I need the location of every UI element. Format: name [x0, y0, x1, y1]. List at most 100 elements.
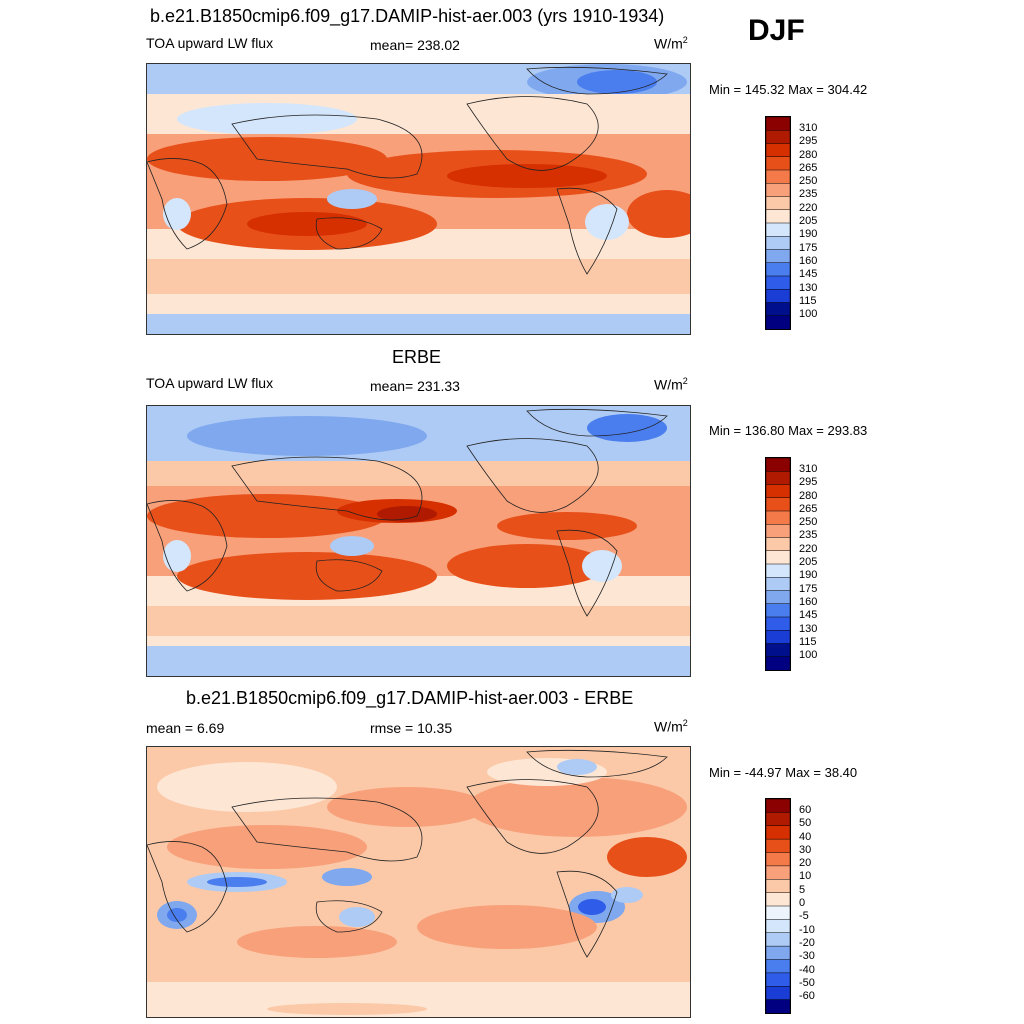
colorbar-tick: 60	[799, 804, 812, 816]
colorbar-tick: 265	[799, 503, 818, 515]
colorbar-swatch	[765, 577, 791, 592]
panel1-title: b.e21.B1850cmip6.f09_g17.DAMIP-hist-aer.…	[150, 6, 665, 26]
colorbar-swatch	[765, 972, 791, 988]
colorbar-swatch	[765, 183, 791, 198]
colorbar-swatch	[765, 550, 791, 565]
panel1-mean-label: mean= 238.02	[370, 37, 460, 53]
colorbar-swatch	[765, 289, 791, 304]
colorbar-swatch	[765, 603, 791, 618]
colorbar-tick: 310	[799, 463, 818, 475]
colorbar-swatch	[765, 510, 791, 525]
colorbar-swatch	[765, 999, 791, 1014]
colorbar-swatch	[765, 196, 791, 211]
colorbar-tick: 205	[799, 556, 818, 568]
colorbar-tick: 145	[799, 268, 818, 280]
colorbar-tick: 100	[799, 649, 818, 661]
season-label: DJF	[748, 14, 805, 47]
colorbar-tick: -50	[799, 977, 815, 989]
colorbar-swatch	[765, 275, 791, 290]
colorbar-swatch	[765, 812, 791, 827]
colorbar-swatch	[765, 457, 791, 472]
colorbar-tick: 40	[799, 831, 812, 843]
colorbar-tick: 310	[799, 122, 818, 134]
colorbar-swatch	[765, 249, 791, 264]
panel1-colorbar	[765, 116, 791, 330]
colorbar-swatch	[765, 222, 791, 237]
colorbar-swatch	[765, 236, 791, 251]
colorbar-tick: -5	[799, 910, 809, 922]
panel2-map	[146, 405, 691, 677]
colorbar-swatch	[765, 156, 791, 171]
colorbar-swatch	[765, 838, 791, 854]
colorbar-tick: 175	[799, 583, 818, 595]
panel3-colorbar	[765, 798, 791, 1014]
colorbar-tick: 235	[799, 529, 818, 541]
colorbar-swatch	[765, 616, 791, 631]
panel3-mean-label: mean = 6.69	[146, 720, 225, 736]
colorbar-swatch	[765, 879, 791, 894]
colorbar-tick: 20	[799, 857, 812, 869]
colorbar-tick: -60	[799, 990, 815, 1002]
panel2-colorbar	[765, 457, 791, 671]
colorbar-tick: 295	[799, 476, 818, 488]
colorbar-tick: 280	[799, 149, 818, 161]
colorbar-swatch	[765, 563, 791, 578]
colorbar-tick: 50	[799, 817, 812, 829]
panel2-minmax: Min = 136.80 Max = 293.83	[709, 423, 868, 438]
colorbar-tick: 115	[799, 295, 817, 307]
panel2-units: W/m2	[654, 376, 688, 393]
colorbar-tick: 220	[799, 202, 818, 214]
colorbar-swatch	[765, 130, 791, 145]
panel1-minmax: Min = 145.32 Max = 304.42	[709, 82, 868, 97]
colorbar-swatch	[765, 524, 791, 539]
colorbar-tick: 160	[799, 255, 818, 267]
colorbar-swatch	[765, 484, 791, 499]
colorbar-swatch	[765, 643, 791, 658]
colorbar-swatch	[765, 932, 791, 947]
colorbar-swatch	[765, 986, 791, 1001]
colorbar-swatch	[765, 798, 791, 814]
colorbar-tick: 115	[799, 636, 817, 648]
panel1-map	[146, 63, 691, 335]
panel2-title: ERBE	[392, 347, 442, 367]
panel1-units: W/m2	[654, 35, 688, 52]
colorbar-tick: 220	[799, 543, 818, 555]
colorbar-swatch	[765, 892, 791, 907]
colorbar-swatch	[765, 262, 791, 277]
colorbar-swatch	[765, 537, 791, 552]
colorbar-tick: -30	[799, 950, 815, 962]
colorbar-tick: 175	[799, 242, 818, 254]
colorbar-tick: 145	[799, 609, 818, 621]
colorbar-swatch	[765, 497, 791, 512]
colorbar-swatch	[765, 852, 791, 867]
colorbar-tick: 130	[799, 623, 818, 635]
colorbar-tick: 280	[799, 490, 818, 502]
colorbar-tick: 250	[799, 516, 818, 528]
colorbar-tick: 235	[799, 188, 818, 200]
colorbar-swatch	[765, 471, 791, 486]
colorbar-tick: 190	[799, 228, 818, 240]
colorbar-tick: 190	[799, 569, 818, 581]
colorbar-swatch	[765, 905, 791, 921]
colorbar-tick: 10	[799, 870, 812, 882]
panel1-variable-label: TOA upward LW flux	[146, 35, 274, 51]
colorbar-swatch	[765, 209, 791, 224]
colorbar-tick: -10	[799, 924, 815, 936]
colorbar-swatch	[765, 169, 791, 184]
colorbar-swatch	[765, 945, 791, 961]
colorbar-tick: 30	[799, 844, 812, 856]
colorbar-tick: 100	[799, 308, 818, 320]
colorbar-tick: 130	[799, 282, 818, 294]
colorbar-tick: 5	[799, 884, 806, 896]
panel2-variable-label: TOA upward LW flux	[146, 375, 274, 391]
colorbar-swatch	[765, 116, 791, 131]
colorbar-tick: 0	[799, 897, 806, 909]
panel2-mean-label: mean= 231.33	[370, 378, 460, 394]
colorbar-swatch	[765, 959, 791, 974]
colorbar-swatch	[765, 865, 791, 881]
colorbar-swatch	[765, 919, 791, 934]
colorbar-tick: -20	[799, 937, 815, 949]
colorbar-swatch	[765, 656, 791, 671]
colorbar-swatch	[765, 315, 791, 330]
colorbar-tick: 250	[799, 175, 818, 187]
